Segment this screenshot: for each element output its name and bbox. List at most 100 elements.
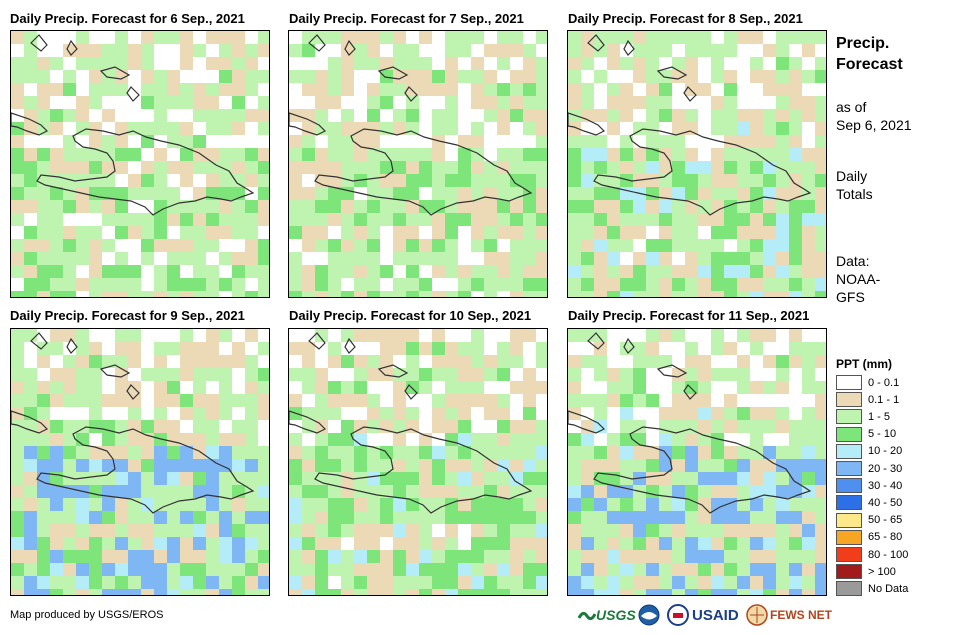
precip-cell	[724, 342, 737, 355]
precip-cell	[607, 213, 620, 226]
precip-cell	[245, 329, 258, 342]
legend-item: 30 - 40	[836, 478, 902, 494]
precip-cell	[458, 265, 471, 278]
precip-cell	[737, 200, 750, 213]
precip-cell	[445, 161, 458, 174]
precip-cell	[497, 576, 510, 589]
precip-cell	[776, 96, 789, 109]
precip-cell	[789, 511, 802, 524]
legend-label: 50 - 65	[868, 514, 903, 527]
legend-label: 80 - 100	[868, 548, 909, 561]
precip-cell	[232, 31, 245, 44]
precip-cell	[328, 187, 341, 200]
precip-cell	[315, 537, 328, 550]
precip-cell	[497, 278, 510, 291]
precip-cell	[50, 122, 63, 135]
precip-cell	[497, 524, 510, 537]
legend-label: > 100	[868, 565, 896, 578]
precip-cell	[24, 31, 37, 44]
legend-item: > 100	[836, 564, 896, 580]
precip-cell	[206, 498, 219, 511]
precip-cell	[594, 70, 607, 83]
precip-cell	[328, 381, 341, 394]
precip-cell	[393, 472, 406, 485]
precip-cell	[289, 537, 302, 550]
precip-cell	[711, 109, 724, 122]
island-outline	[289, 410, 327, 434]
precip-cell	[141, 459, 154, 472]
precip-cell	[206, 563, 219, 576]
precip-cell	[568, 524, 581, 537]
precip-cell	[763, 122, 776, 135]
precip-cell	[484, 44, 497, 57]
precip-cell	[484, 433, 497, 446]
precip-cell	[341, 122, 354, 135]
precip-cell	[302, 213, 315, 226]
precip-cell	[581, 537, 594, 550]
precip-cell	[154, 213, 167, 226]
precip-cell	[763, 174, 776, 187]
precip-cell	[289, 291, 302, 297]
precip-cell	[471, 31, 484, 44]
map-panel-6[interactable]	[567, 328, 827, 596]
precip-cell	[445, 239, 458, 252]
precip-cell	[37, 57, 50, 70]
precip-cell	[219, 329, 232, 342]
precip-cell	[737, 511, 750, 524]
precip-cell	[536, 31, 547, 44]
map-panel-2[interactable]	[288, 30, 548, 298]
precip-cell	[594, 498, 607, 511]
precip-cell	[633, 342, 646, 355]
as-of-line2: Sep 6, 2021	[836, 117, 912, 133]
map-panel-3[interactable]	[567, 30, 827, 298]
precip-cell	[245, 550, 258, 563]
legend-item: 40 - 50	[836, 495, 902, 511]
precip-cell	[128, 265, 141, 278]
precip-cell	[750, 472, 763, 485]
precip-cell	[685, 148, 698, 161]
precip-cell	[24, 252, 37, 265]
precip-cell	[620, 96, 633, 109]
precip-cell	[341, 498, 354, 511]
precip-cell	[206, 96, 219, 109]
precip-cell	[607, 498, 620, 511]
precip-cell	[406, 239, 419, 252]
precip-cell	[167, 563, 180, 576]
precip-cell	[245, 265, 258, 278]
precip-cell	[89, 446, 102, 459]
precip-cell	[789, 563, 802, 576]
map-panel-4[interactable]	[10, 328, 270, 596]
precip-cell	[763, 226, 776, 239]
precip-cell	[219, 446, 232, 459]
precip-cell	[815, 96, 826, 109]
precip-cell	[115, 148, 128, 161]
precip-cell	[685, 109, 698, 122]
precip-cell	[659, 550, 672, 563]
precip-cell	[484, 200, 497, 213]
precip-cell	[646, 122, 659, 135]
precip-cell	[193, 563, 206, 576]
precip-cell	[141, 576, 154, 589]
precip-cell	[510, 265, 523, 278]
precip-cell	[24, 57, 37, 70]
precip-cell	[50, 433, 63, 446]
precip-cell	[815, 472, 826, 485]
precip-cell	[750, 342, 763, 355]
precip-cell	[646, 589, 659, 595]
legend-swatch	[836, 426, 862, 442]
precip-cell	[102, 511, 115, 524]
precip-cell	[620, 278, 633, 291]
precip-cell	[380, 576, 393, 589]
precip-cell	[167, 459, 180, 472]
precip-cell	[497, 342, 510, 355]
precip-cell	[750, 459, 763, 472]
map-panel-1[interactable]	[10, 30, 270, 298]
precip-cell	[685, 342, 698, 355]
precip-cell	[620, 174, 633, 187]
precip-cell	[471, 278, 484, 291]
map-panel-5[interactable]	[288, 328, 548, 596]
precip-cell	[154, 96, 167, 109]
usgs-logo: USGS	[578, 603, 636, 627]
precip-cell	[24, 563, 37, 576]
precip-cell	[206, 524, 219, 537]
